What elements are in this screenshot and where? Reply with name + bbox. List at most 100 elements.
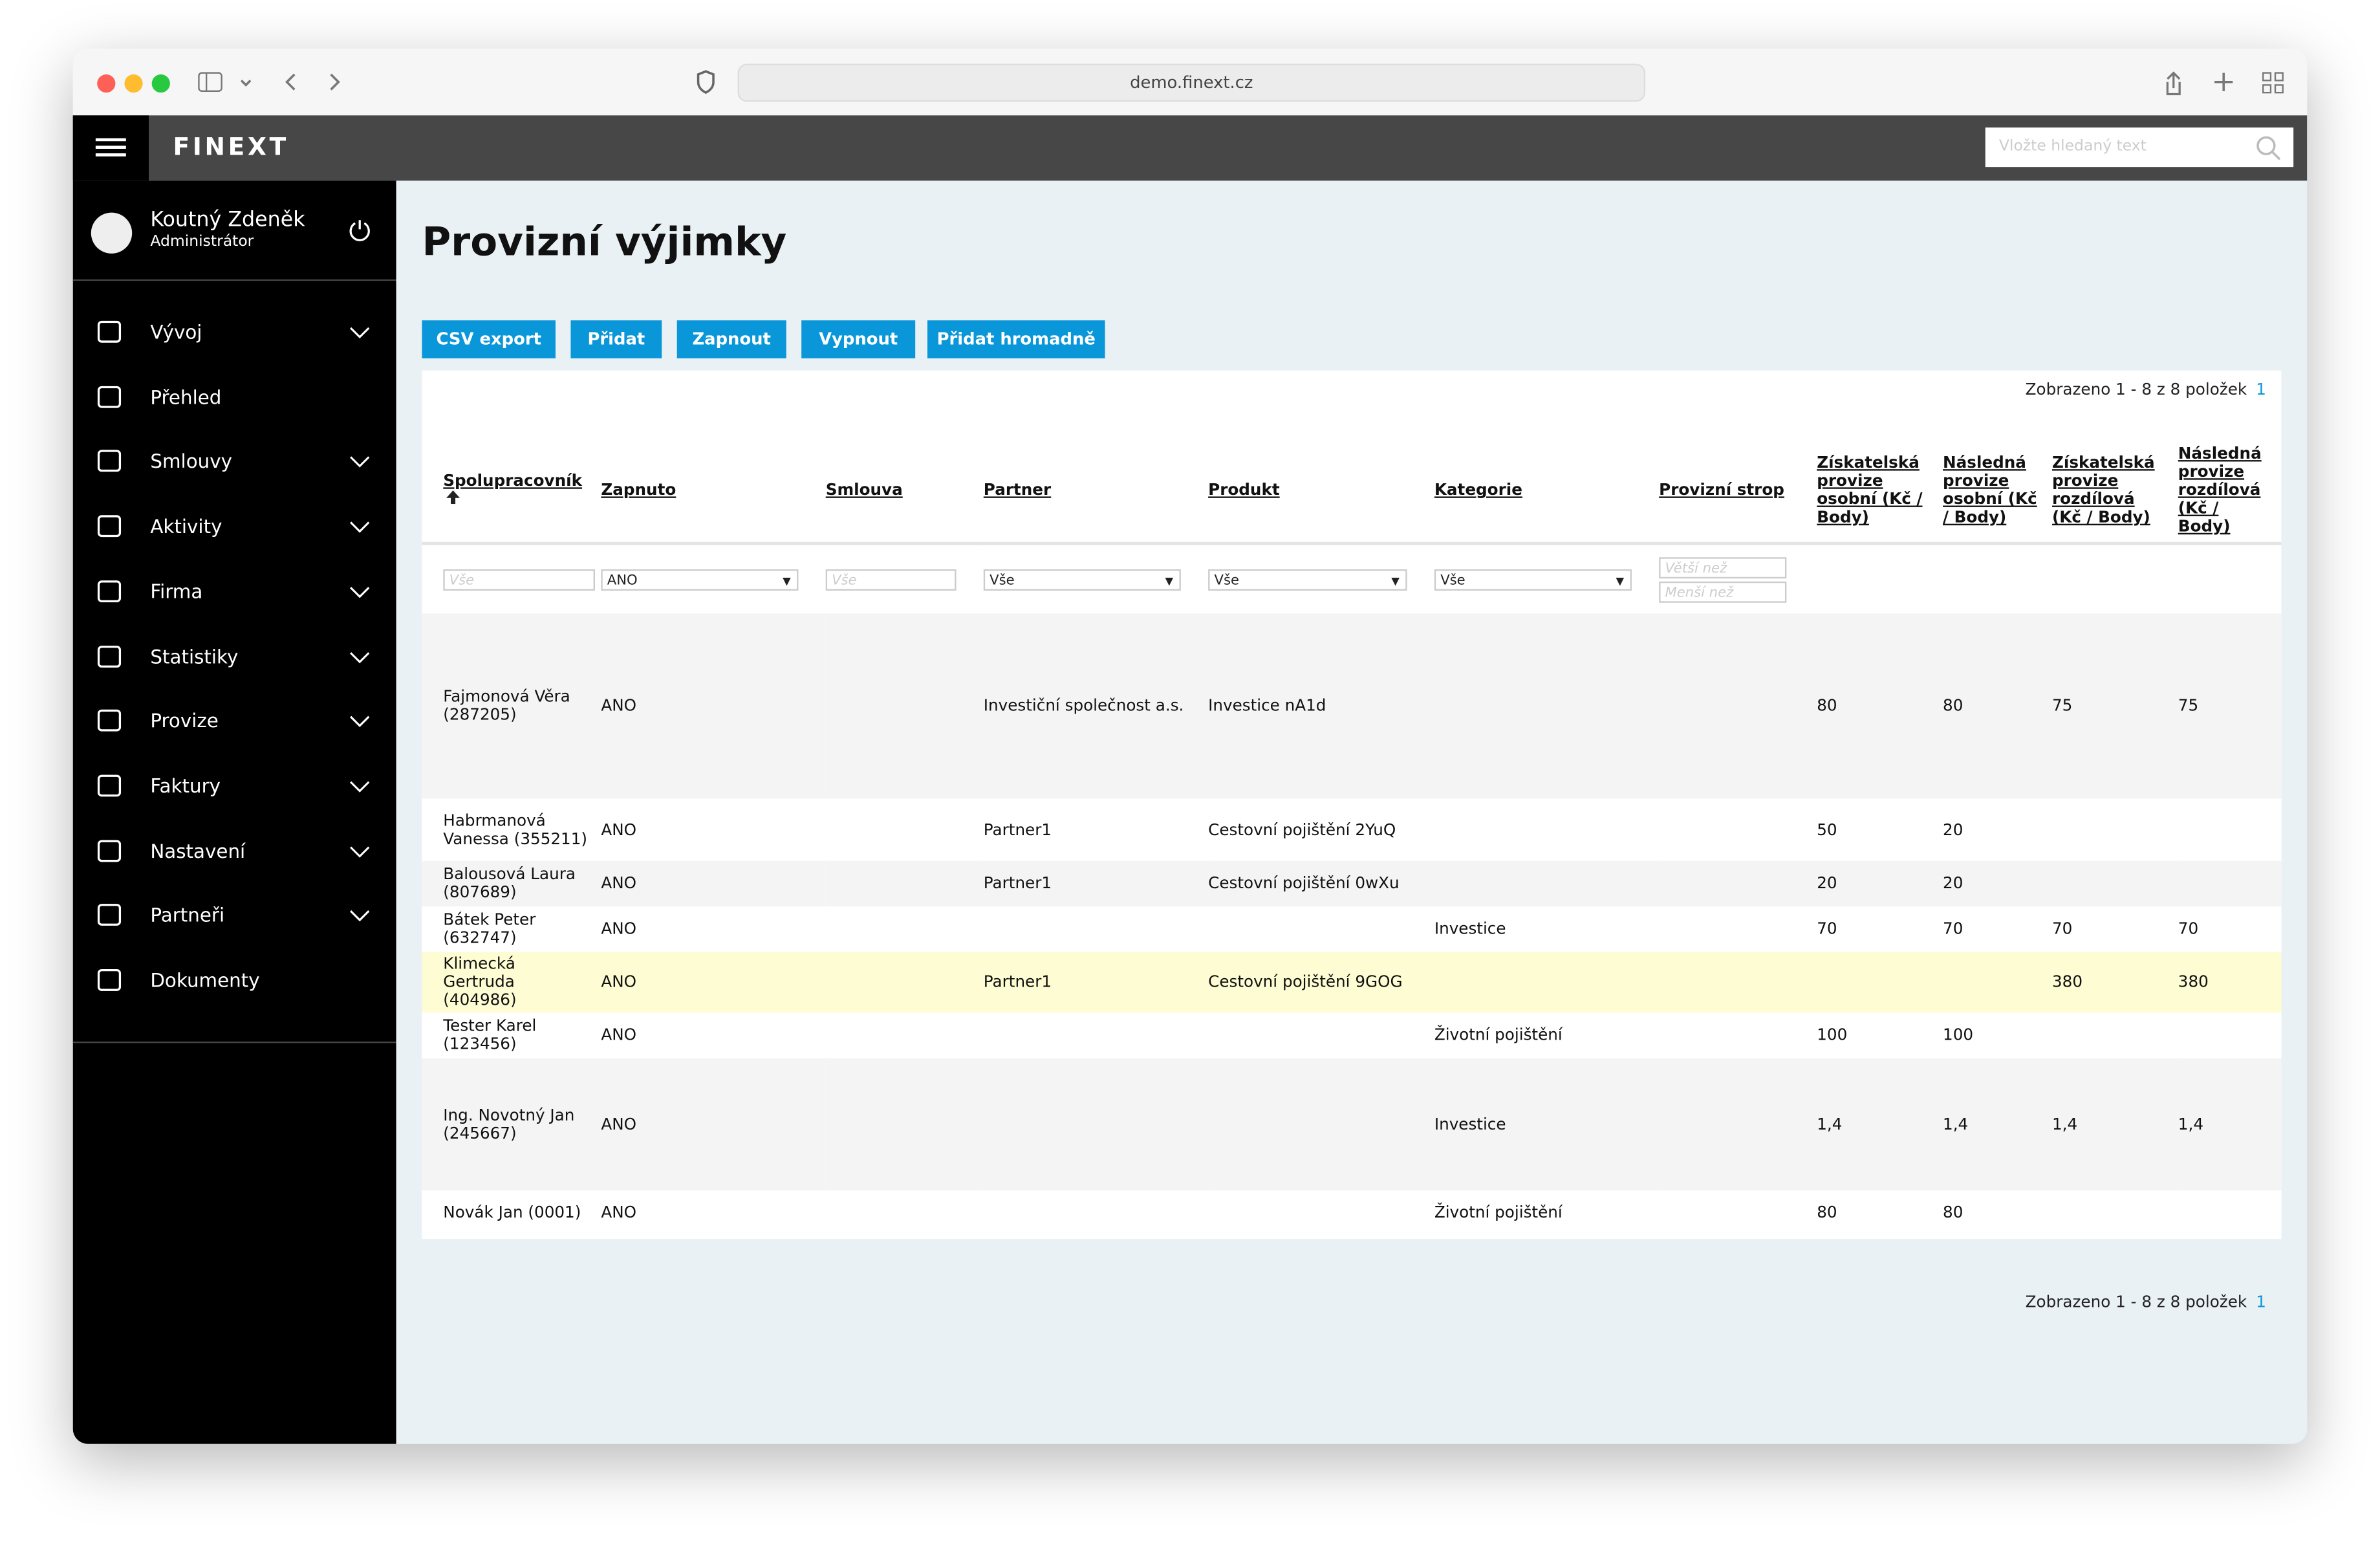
search-input[interactable]: Vložte hledaný text (1985, 127, 2294, 168)
page-link[interactable]: 1 (2256, 1293, 2266, 1312)
nav-item[interactable]: Vývoj (73, 302, 396, 363)
cell-text: Bátek Peter (632747) (443, 911, 536, 948)
table-row[interactable]: Klimecká Gertruda (404986) ANO Partner1 Ces… (422, 952, 2282, 1013)
cell-text: 380 (2052, 973, 2083, 992)
action-button[interactable]: Přidat hromadně (927, 320, 1105, 358)
table-cell: 100 (1943, 1012, 2052, 1058)
table-cell (1434, 613, 1659, 798)
column-header[interactable]: Produkt (1208, 439, 1434, 545)
zoom-button[interactable] (151, 74, 170, 93)
logout-icon[interactable] (347, 217, 372, 242)
column-header-text: Kategorie (1434, 481, 1522, 500)
column-header[interactable]: Zapnuto (601, 439, 826, 545)
table-row[interactable]: Habrmanová Vanessa (355211) ANO Partner1 Ce… (422, 798, 2282, 861)
table-row[interactable]: Balousová Laura (807689) ANO Partner1 Cesto… (422, 860, 2282, 907)
chevron[interactable] (347, 325, 372, 340)
table-row[interactable]: Fajmonová Věra (287205) ANO Investiční spo… (422, 613, 2282, 799)
nav-label: Dokumenty (150, 968, 260, 992)
page-link[interactable]: 1 (2256, 381, 2266, 400)
logo[interactable]: FINEXT (173, 132, 289, 161)
select-arrow: ▼ (1391, 574, 1400, 587)
filter-select[interactable]: Vše ▼ (983, 568, 1181, 590)
filter-text: Vše (1440, 573, 1466, 589)
menu-button[interactable] (72, 115, 149, 181)
sort-arrow[interactable] (446, 490, 460, 505)
cell-text: 1,4 (1817, 1115, 1843, 1133)
filter-select[interactable]: Vše ▼ (1434, 568, 1632, 590)
column-header[interactable]: Získatelská provize rozdílová (Kč / Body… (2052, 439, 2178, 545)
column-header[interactable]: Partner (983, 439, 1209, 545)
table-cell (984, 1190, 1208, 1236)
chevron[interactable] (347, 714, 372, 728)
shield-icon (697, 70, 715, 94)
sidebar: Koutný Zdeněk Administrátor Vývoj Přehled… (72, 180, 396, 1444)
action-button[interactable]: Přidat (570, 320, 662, 358)
nav-item[interactable]: Dokumenty (73, 950, 396, 1011)
chevron[interactable] (347, 844, 372, 858)
nav-item[interactable]: Smlouvy (73, 432, 396, 492)
browser-nav-icons[interactable] (197, 70, 349, 94)
nav-item[interactable]: Provize (73, 691, 396, 752)
column-header[interactable]: Získatelská provize osobní (Kč / Body) (1817, 439, 1943, 545)
column-header[interactable]: Následná provize rozdílová (Kč / Body) (2178, 439, 2282, 545)
table-cell: Cestovní pojištění 0wXu (1208, 861, 1434, 906)
chevron[interactable] (347, 584, 372, 599)
table-cell: 80 (1817, 613, 1943, 798)
table-row[interactable]: Tester Karel (123456) ANO Životní pojištěn… (422, 1012, 2282, 1058)
column-header[interactable]: Následná provize osobní (Kč / Body) (1943, 439, 2053, 545)
column-header[interactable]: Spolupracovník (422, 439, 601, 545)
table-cell: Životní pojištění (1434, 1190, 1659, 1236)
filter-input[interactable]: Vše (825, 568, 957, 590)
filter-input[interactable]: Vše (443, 568, 595, 590)
column-header[interactable]: Smlouva (825, 439, 984, 545)
cell-text: 20 (1817, 874, 1837, 893)
nav-label: Faktury (150, 774, 221, 797)
table-cell: 20 (1943, 861, 2052, 906)
column-header[interactable]: Kategorie (1434, 439, 1660, 545)
action-button[interactable]: Zapnout (676, 320, 786, 358)
table-cell: 1,4 (2178, 1058, 2282, 1190)
filter-input[interactable]: Větší než (1659, 556, 1787, 578)
filter-select[interactable]: ANO ▼ (601, 568, 799, 590)
table-row[interactable]: Bátek Peter (632747) ANO Investice 70 70 70 70 (422, 906, 2282, 952)
address-bar[interactable]: demo.finext.cz (737, 63, 1646, 102)
table-cell (826, 1190, 984, 1236)
chevron[interactable] (347, 519, 372, 534)
nav-item[interactable]: Statistiky (73, 626, 396, 687)
column-header[interactable]: Provizní strop (1659, 439, 1817, 545)
cell-text: 80 (1817, 697, 1837, 716)
nav-item[interactable]: Faktury (73, 756, 396, 816)
chevron[interactable] (347, 455, 372, 470)
nav-item[interactable]: Aktivity (73, 497, 396, 558)
nav-icon (97, 515, 122, 538)
nav-item[interactable]: Firma (73, 562, 396, 622)
chevron[interactable] (347, 779, 372, 794)
close-button[interactable] (97, 74, 116, 93)
divider (72, 1041, 396, 1044)
table-cell (984, 1012, 1208, 1058)
cell-text: 380 (2178, 973, 2209, 992)
filter-select[interactable]: Vše ▼ (1208, 568, 1407, 590)
chevron[interactable] (347, 908, 372, 923)
browser-actions[interactable] (2165, 67, 2293, 97)
table-row[interactable]: Ing. Novotný Jan (245667) ANO Investice 1,4… (422, 1058, 2282, 1190)
cell-text: ANO (601, 1115, 637, 1133)
cell-text: 20 (1943, 874, 1964, 893)
cell-text: ANO (601, 697, 637, 716)
cell-text: Klimecká Gertruda (404986) (443, 955, 517, 1010)
column-header-text: Smlouva (825, 481, 903, 500)
filter-input[interactable]: Menší než (1659, 580, 1787, 602)
chevron[interactable] (347, 649, 372, 664)
action-button[interactable]: CSV export (422, 320, 556, 358)
table-cell: ANO (601, 1190, 825, 1236)
action-button[interactable]: Vypnout (801, 320, 916, 358)
search-icon[interactable] (2255, 135, 2282, 162)
nav-item[interactable]: Nastavení (73, 821, 396, 882)
cell-text: 1,4 (1943, 1115, 1969, 1133)
nav-item[interactable]: Přehled (73, 367, 396, 428)
minimize-button[interactable] (124, 74, 143, 93)
nav-icon (97, 904, 122, 926)
nav-item[interactable]: Partneři (73, 886, 396, 946)
table-row[interactable]: Novák Jan (0001) ANO Životní pojištění 80 80 (422, 1190, 2282, 1236)
filter-text: Vše (990, 573, 1015, 589)
